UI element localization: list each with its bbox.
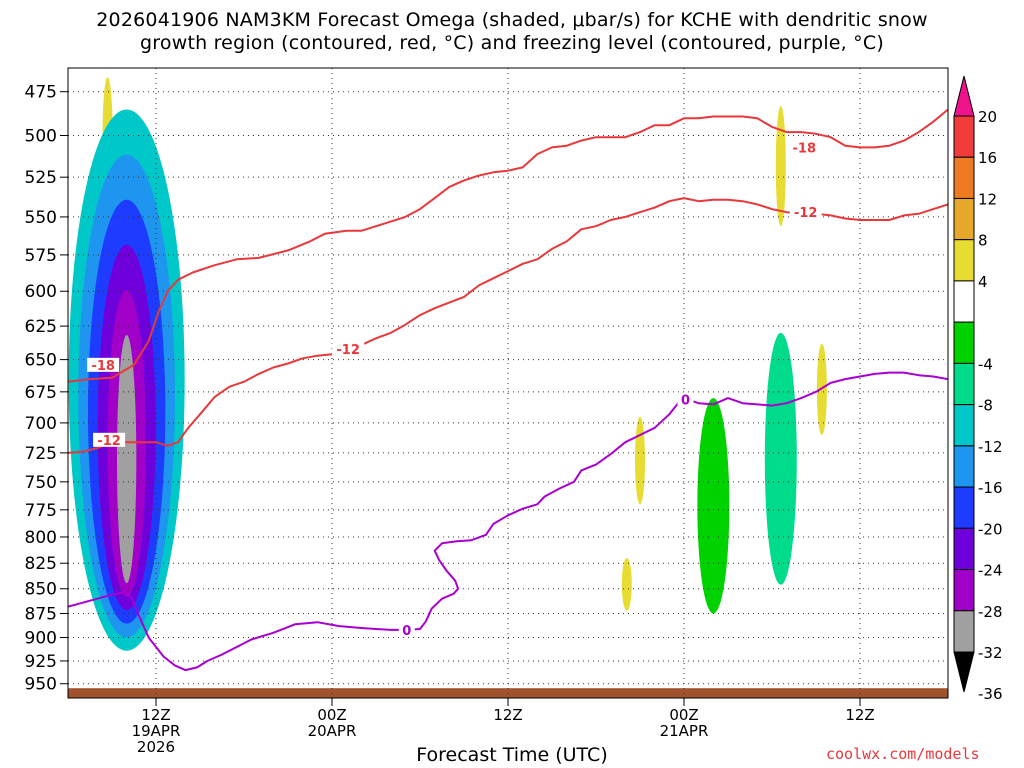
- y-tick-label-2: 525: [25, 168, 57, 188]
- y-tick-label-0: 475: [25, 83, 57, 103]
- y-tick-label-14: 825: [25, 554, 57, 574]
- y-tick-label-11: 750: [25, 473, 57, 493]
- grid-layer: [68, 68, 948, 698]
- colorbar-label-9: -20: [978, 520, 1003, 538]
- y-tick-label-5: 600: [25, 282, 57, 302]
- colorbar-label-12: -32: [978, 644, 1003, 662]
- contour-label-bg-2-0: [398, 622, 415, 637]
- colorbar-band-9: [953, 486, 975, 529]
- colorbar-label-5: -4: [978, 355, 993, 373]
- x-tick-date-3: 21APR: [660, 722, 709, 740]
- colorbar-band-8: [953, 445, 975, 488]
- contour-label-bg-0-1: [788, 140, 821, 155]
- y-tick-label-17: 900: [25, 629, 57, 649]
- chart-title-line-1: 2026041906 NAM3KM Forecast Omega (shaded…: [96, 9, 928, 31]
- contour-label-1-0: -12: [97, 434, 121, 449]
- omega-shading-layer: [68, 77, 948, 698]
- contour-label-bg-2-1: [677, 392, 694, 407]
- x-tick-date-1: 20APR: [308, 722, 357, 740]
- omega-feature-3: [621, 558, 632, 611]
- contour-label-bg-1-2: [789, 205, 822, 220]
- contour-label-bg-0-0: [87, 357, 120, 372]
- colorbar-band-12: [953, 610, 975, 653]
- colorbar: 20 16 12 8 4 -4 -8 -12 -16 -20 -24 -28 -32 -36: [953, 75, 1003, 703]
- y-tick-label-8: 675: [25, 383, 57, 403]
- y-axis: 475 500 525 550 575 600 625 650 675 700 725 750 775 8…: [25, 83, 68, 695]
- colorbar-label-2: 12: [978, 190, 997, 208]
- colorbar-band-6: [953, 362, 975, 406]
- y-tick-label-4: 575: [25, 246, 57, 266]
- y-tick-label-13: 800: [25, 528, 57, 548]
- colorbar-band-2: [953, 197, 975, 241]
- colorbar-bottom-triangle: [953, 651, 975, 693]
- colorbar-band-4: [953, 280, 975, 323]
- contour-line-2: [68, 371, 948, 672]
- x-tick-label-3: 00Z: [669, 706, 698, 724]
- contour-label-2-1: 0: [681, 393, 690, 408]
- omega-contour-6-5: [117, 335, 137, 584]
- contour-label-bg-1-0: [93, 432, 126, 447]
- y-tick-label-19: 950: [25, 675, 57, 695]
- watermark: coolwx.com/models: [826, 745, 980, 763]
- colorbar-label-0: 20: [978, 108, 997, 126]
- omega-feature-2: [635, 416, 645, 505]
- colorbar-band-5: [953, 321, 975, 364]
- x-tick-label-4: 12Z: [845, 706, 874, 724]
- contour-label-1-1: -12: [336, 343, 360, 358]
- omega-feature-7: [697, 398, 730, 614]
- x-tick-label-1: 00Z: [317, 706, 346, 724]
- x-axis-label: Forecast Time (UTC): [416, 744, 608, 766]
- contour-label-bg-1-1: [332, 342, 365, 357]
- y-tick-label-18: 925: [25, 652, 57, 672]
- y-tick-label-3: 550: [25, 208, 57, 228]
- colorbar-top-triangle: [953, 75, 975, 117]
- omega-feature-8-inner: [772, 393, 790, 550]
- x-tick-date-0: 19APR: [132, 722, 181, 740]
- y-tick-label-12: 775: [25, 501, 57, 521]
- colorbar-label-13: -36: [978, 685, 1003, 703]
- y-tick-label-9: 700: [25, 414, 57, 434]
- contour-label-2-0: 0: [402, 624, 411, 639]
- colorbar-label-10: -24: [978, 562, 1003, 580]
- contour-layer: -18 -18 -12 -12 -12 0 0: [68, 108, 948, 672]
- y-tick-label-7: 650: [25, 351, 57, 371]
- x-tick-label-0: 12Z: [141, 706, 170, 724]
- colorbar-band-7: [953, 404, 975, 447]
- colorbar-band-3: [953, 239, 975, 282]
- y-tick-label-10: 725: [25, 444, 57, 464]
- colorbar-label-7: -12: [978, 438, 1003, 456]
- omega-feature-4: [775, 105, 786, 227]
- colorbar-band-1: [953, 156, 975, 199]
- y-tick-label-16: 875: [25, 604, 57, 624]
- contour-label-1-2: -12: [794, 206, 818, 221]
- colorbar-label-4: 4: [978, 273, 988, 291]
- y-tick-label-1: 500: [25, 127, 57, 147]
- chart-title-line-2: growth region (contoured, red, °C) and f…: [140, 32, 884, 54]
- colorbar-label-8: -16: [978, 479, 1003, 497]
- x-tick-year-0: 2026: [137, 738, 175, 756]
- contour-label-0-1: -18: [793, 141, 817, 156]
- contour-line-0: [68, 108, 948, 383]
- x-tick-label-2: 12Z: [493, 706, 522, 724]
- colorbar-band-11: [953, 569, 975, 612]
- colorbar-label-1: 16: [978, 149, 997, 167]
- y-tick-label-6: 625: [25, 317, 57, 337]
- colorbar-label-11: -28: [978, 603, 1003, 621]
- colorbar-band-10: [953, 527, 975, 571]
- colorbar-label-6: -8: [978, 397, 993, 415]
- colorbar-band-0: [953, 115, 975, 158]
- colorbar-label-3: 8: [978, 232, 988, 250]
- contour-label-0-0: -18: [91, 359, 115, 374]
- y-tick-label-15: 850: [25, 580, 57, 600]
